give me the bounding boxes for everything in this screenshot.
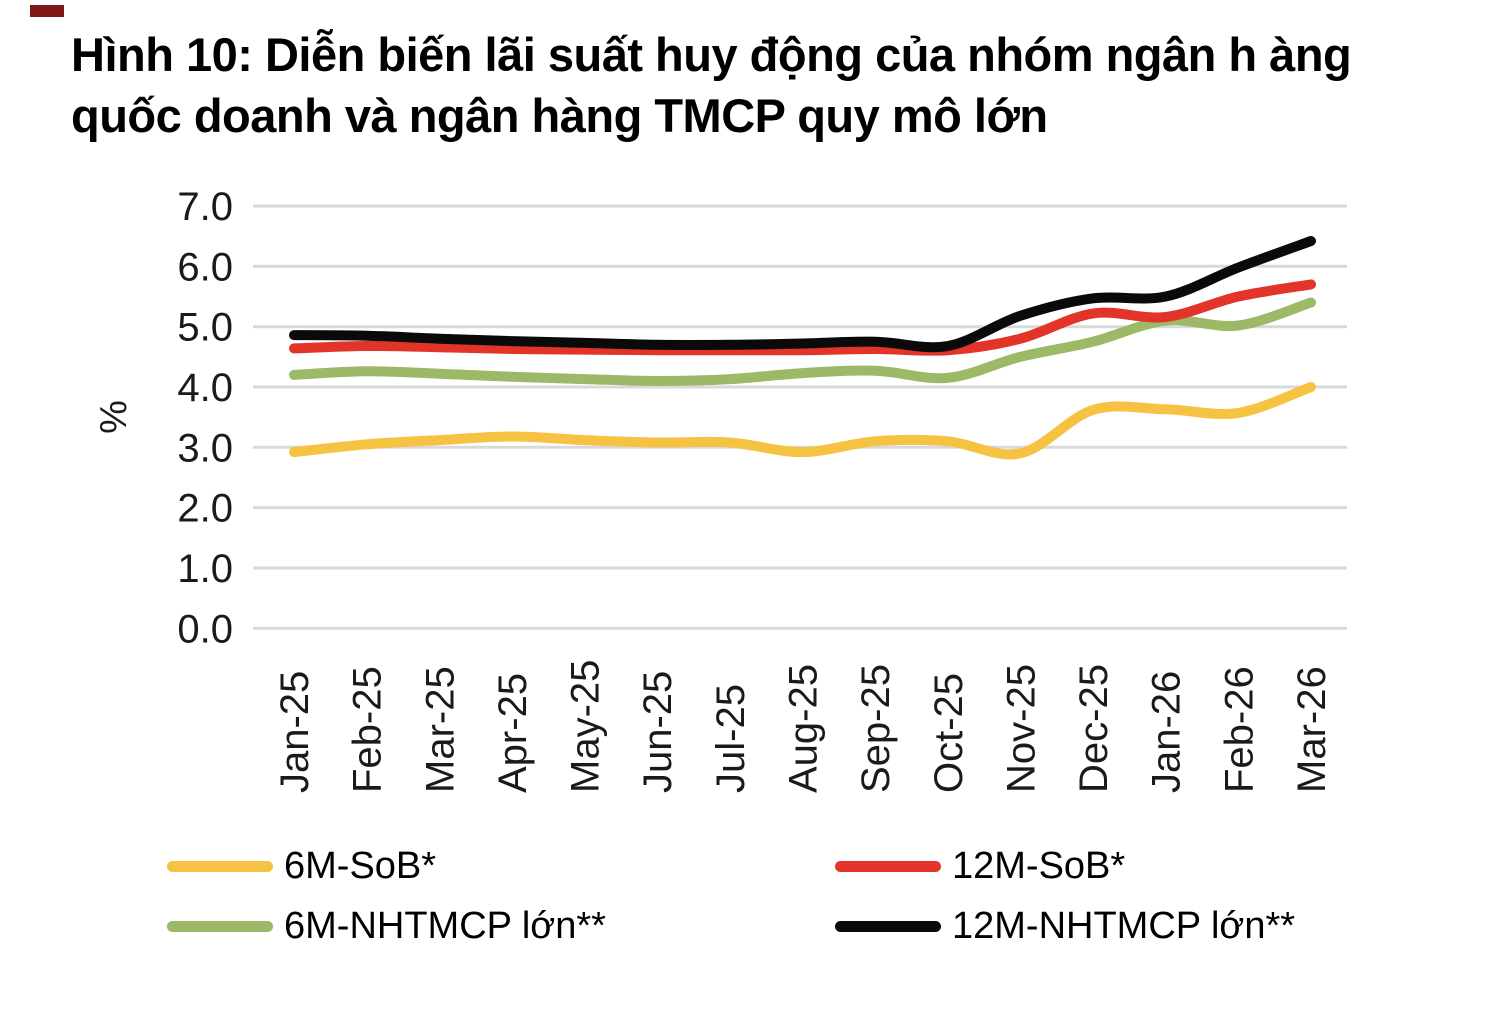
- legend-swatch-6m-sob: [167, 860, 273, 872]
- x-tick-label-nov-25: Nov-25: [999, 664, 1043, 793]
- y-tick-label-0.0: 0.0: [177, 607, 233, 651]
- chart-title-line1: Hình 10: Diễn biến lãi suất huy động của…: [71, 28, 1352, 81]
- legend-item-12m-sob: 12M-SoB*: [835, 845, 1125, 887]
- y-tick-label-4.0: 4.0: [177, 366, 233, 410]
- y-tick-label-1.0: 1.0: [177, 547, 233, 591]
- chart-title: Hình 10: Diễn biến lãi suất huy động của…: [71, 24, 1451, 146]
- x-tick-label-jan-26: Jan-26: [1145, 671, 1189, 793]
- chart-title-line2: quốc doanh và ngân hàng TMCP quy mô lớn: [71, 89, 1048, 142]
- legend-label-12m-sob: 12M-SoB*: [952, 844, 1126, 887]
- corner-accent-mark: [30, 5, 64, 17]
- legend-swatch-12m-nhtmcp: [835, 920, 941, 932]
- x-tick-label-apr-25: Apr-25: [491, 673, 535, 793]
- legend-item-6m-sob: 6M-SoB*: [167, 845, 436, 887]
- legend-item-6m-nhtmcp: 6M-NHTMCP lớn**: [167, 905, 606, 947]
- y-tick-label-6.0: 6.0: [177, 245, 233, 289]
- legend-item-12m-nhtmcp: 12M-NHTMCP lớn**: [835, 905, 1295, 947]
- series-line-12m-sob: [289, 279, 1316, 356]
- legend-label-6m-nhtmcp: 6M-NHTMCP lớn**: [284, 904, 606, 947]
- y-tick-label-5.0: 5.0: [177, 306, 233, 350]
- x-tick-label-mar-25: Mar-25: [418, 666, 462, 793]
- x-tick-label-may-25: May-25: [564, 660, 608, 793]
- line-chart-plot: 0.0 1.0 2.0 3.0 4.0 5.0 6.0 7.0% Jan-25 Feb-25 Mar…: [93, 185, 1347, 793]
- x-tick-label-jun-25: Jun-25: [636, 671, 680, 793]
- series-line-6m-nhtmcp-l-n: [289, 297, 1316, 386]
- y-axis-label: %: [93, 400, 135, 434]
- y-tick-label-2.0: 2.0: [177, 487, 233, 531]
- legend-label-6m-sob: 6M-SoB*: [284, 844, 437, 887]
- legend-swatch-12m-sob: [835, 860, 941, 872]
- x-tick-label-mar-26: Mar-26: [1290, 666, 1334, 793]
- x-tick-label-jul-25: Jul-25: [709, 684, 753, 793]
- x-tick-label-sep-25: Sep-25: [854, 664, 898, 793]
- legend-label-12m-nhtmcp: 12M-NHTMCP lớn**: [952, 904, 1296, 947]
- x-tick-label-feb-25: Feb-25: [346, 666, 390, 793]
- x-tick-label-jan-25: Jan-25: [273, 671, 317, 793]
- legend-swatch-6m-nhtmcp: [167, 920, 273, 932]
- y-tick-label-7.0: 7.0: [177, 185, 233, 229]
- x-tick-label-feb-26: Feb-26: [1217, 666, 1261, 793]
- y-tick-label-3.0: 3.0: [177, 426, 233, 470]
- x-tick-label-aug-25: Aug-25: [782, 664, 826, 793]
- series-line-6m-sob: [289, 382, 1316, 460]
- x-tick-label-oct-25: Oct-25: [927, 673, 971, 793]
- series-line-12m-nhtmcp-l-n: [289, 236, 1316, 353]
- x-tick-label-dec-25: Dec-25: [1072, 664, 1116, 793]
